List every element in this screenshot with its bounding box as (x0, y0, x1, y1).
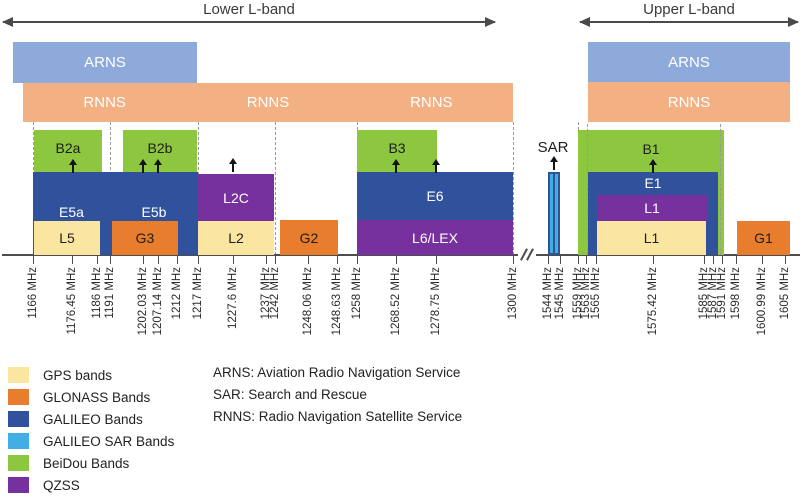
rnns-lower-label-2: RNNS (246, 94, 290, 111)
legend-item-gps: GPS bands (8, 367, 112, 383)
rnns-upper-label: RNNS (667, 93, 711, 111)
abbreviation-sar: SAR: Search and Rescue (213, 387, 367, 402)
legend-item-glonass: GLONASS Bands (8, 389, 150, 405)
rnns-lower-label-1: RNNS (83, 94, 126, 111)
arns-upper-bar: ARNS (588, 42, 790, 82)
legend-item-galileo-sar: GALILEO SAR Bands (8, 433, 174, 449)
band-l2c: L2C (198, 174, 274, 221)
dashed-guide-1591 (720, 124, 721, 255)
abbreviation-rnns: RNNS: Radio Navigation Satellite Service (213, 409, 463, 424)
upper-lband-title: Upper L-band (643, 1, 735, 18)
galileo-color-swatch (8, 411, 29, 427)
lower-lband-title: Lower L-band (203, 1, 295, 18)
carrier-arrow-1227-icon (228, 158, 238, 172)
band-l2: L2 (198, 221, 274, 255)
abbreviation-list: ARNS: Aviation Radio Navigation Service … (213, 362, 462, 428)
carrier-arrow-1575-icon (648, 159, 658, 173)
axis-break-icon (518, 248, 536, 262)
band-l5: L5 (34, 221, 100, 255)
band-l6lex: L6/LEX (357, 220, 513, 255)
dashed-guide-1300 (513, 122, 514, 255)
band-g3: G3 (112, 221, 178, 255)
glonass-color-swatch (8, 389, 29, 405)
band-l1-gps: L1 (597, 221, 706, 255)
carrier-arrow-1176-icon (68, 159, 78, 173)
upper-lband-arrow (579, 17, 799, 27)
rnns-lower-bar: RNNS RNNS RNNS (23, 83, 513, 122)
legend-item-qzss: QZSS (8, 477, 80, 493)
carrier-arrow-1202-icon (138, 159, 148, 173)
legend-item-beidou: BeiDou Bands (8, 455, 129, 471)
dashed-guide-1563 (587, 124, 588, 255)
frequency-axis (2, 254, 800, 256)
carrier-arrow-1268-icon (391, 159, 401, 173)
carrier-arrow-1278-icon (431, 159, 441, 173)
legend-item-galileo: GALILEO Bands (8, 411, 143, 427)
carrier-arrow-1207-icon (153, 159, 163, 173)
sar-band-bar (548, 172, 560, 255)
arns-upper-label: ARNS (668, 53, 710, 71)
beidou-color-swatch (8, 455, 29, 471)
band-b2b: B2b (123, 130, 197, 172)
rnns-lower-label-3: RNNS (410, 94, 453, 111)
galileo-sar-color-swatch (8, 433, 29, 449)
dashed-guide-1242 (275, 122, 276, 255)
qzss-color-swatch (8, 477, 29, 493)
band-g1: G1 (737, 221, 790, 255)
carrier-arrow-sar-icon (549, 156, 559, 170)
arns-lower-label: ARNS (84, 54, 126, 71)
band-b3: B3 (357, 130, 437, 172)
band-e6: E6 (357, 172, 513, 220)
rnns-upper-bar: RNNS (588, 82, 790, 122)
band-b2a: B2a (34, 130, 102, 172)
gps-color-swatch (8, 367, 29, 383)
band-l1-qzss: L1 (597, 195, 707, 221)
band-g2: G2 (280, 220, 338, 255)
lower-lband-arrow (2, 17, 496, 27)
abbreviation-arns: ARNS: Aviation Radio Navigation Service (213, 365, 461, 380)
arns-lower-bar: ARNS (13, 42, 197, 83)
sar-label: SAR (537, 139, 569, 156)
